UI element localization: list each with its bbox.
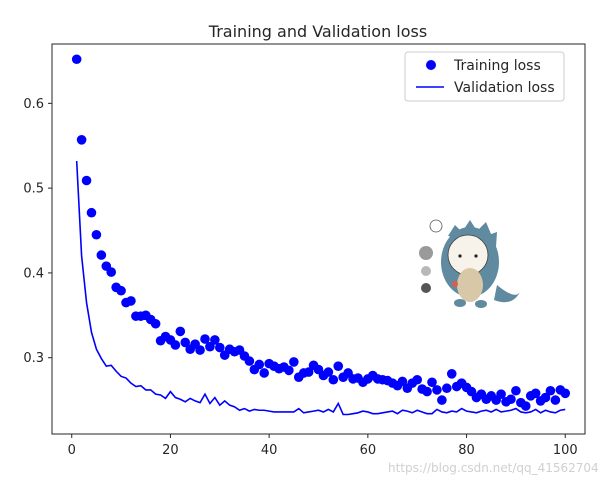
x-tick-label: 60 — [360, 443, 377, 458]
training-loss-point — [511, 385, 521, 396]
legend-validation-label: Validation loss — [454, 80, 555, 96]
x-tick-label: 80 — [458, 443, 475, 458]
training-loss-point — [195, 345, 205, 355]
training-loss-point — [215, 342, 225, 353]
dinosaur-sticker-illustration — [419, 219, 520, 308]
training-loss-point — [432, 385, 442, 395]
y-tick-label: 0.6 — [23, 97, 44, 112]
training-loss-point — [540, 392, 551, 403]
training-loss-point — [530, 388, 541, 399]
training-loss-point — [96, 250, 107, 260]
training-loss-point — [289, 357, 299, 367]
training-loss-point — [284, 365, 294, 376]
training-loss-point — [150, 318, 161, 329]
training-loss-point — [81, 175, 92, 186]
training-loss-point — [496, 389, 506, 399]
training-loss-point — [446, 369, 457, 379]
training-series — [71, 54, 571, 411]
training-loss-point — [550, 395, 561, 405]
training-loss-point — [303, 367, 314, 377]
watermark: https://blog.csdn.net/qq_41562704 — [388, 461, 599, 475]
training-loss-point — [106, 267, 117, 277]
training-loss-point — [437, 395, 447, 405]
training-loss-point — [506, 394, 516, 405]
training-loss-point — [244, 356, 255, 366]
training-loss-point — [254, 359, 265, 370]
legend: Training loss Validation loss — [404, 51, 565, 102]
training-loss-point — [76, 135, 87, 145]
training-loss-point — [200, 334, 210, 344]
training-loss-point — [259, 368, 270, 378]
training-loss-point — [422, 386, 432, 397]
chart-title: Training and Validation loss — [208, 22, 427, 41]
legend-box — [404, 51, 565, 102]
training-loss-point — [412, 374, 423, 385]
x-tick-label: 0 — [68, 443, 76, 458]
validation-loss-line — [75, 160, 566, 416]
x-tick-label: 40 — [261, 443, 278, 458]
x-tick-label: 20 — [162, 443, 179, 458]
training-loss-point — [545, 385, 556, 396]
training-loss-point — [91, 229, 102, 240]
training-loss-point — [210, 335, 220, 345]
training-loss-point — [126, 296, 136, 306]
y-tick-label: 0.3 — [23, 351, 44, 366]
training-loss-point — [427, 377, 437, 388]
training-loss-point — [86, 207, 97, 218]
training-loss-point — [180, 337, 191, 348]
training-loss-point — [520, 401, 531, 411]
y-axis: 0.3 0.4 0.5 0.6 — [23, 97, 52, 366]
y-tick-label: 0.4 — [23, 266, 44, 281]
validation-series — [75, 160, 566, 416]
training-loss-point — [442, 383, 452, 394]
training-loss-point — [560, 388, 571, 399]
training-loss-point — [328, 374, 339, 385]
training-loss-point — [323, 367, 334, 377]
plot-frame — [51, 43, 586, 435]
training-loss-point — [205, 341, 215, 352]
x-axis: 0 20 40 60 80 100 — [68, 434, 578, 458]
legend-training-marker — [426, 60, 436, 70]
plot-area — [52, 44, 585, 434]
training-loss-point — [71, 54, 82, 65]
training-loss-point — [333, 361, 344, 371]
training-loss-point — [175, 326, 186, 337]
training-loss-point — [116, 285, 126, 296]
y-tick-label: 0.5 — [23, 182, 44, 197]
x-tick-label: 100 — [553, 443, 578, 458]
training-loss-point — [397, 376, 408, 387]
legend-training-label: Training loss — [453, 58, 541, 74]
training-loss-point — [170, 340, 181, 350]
